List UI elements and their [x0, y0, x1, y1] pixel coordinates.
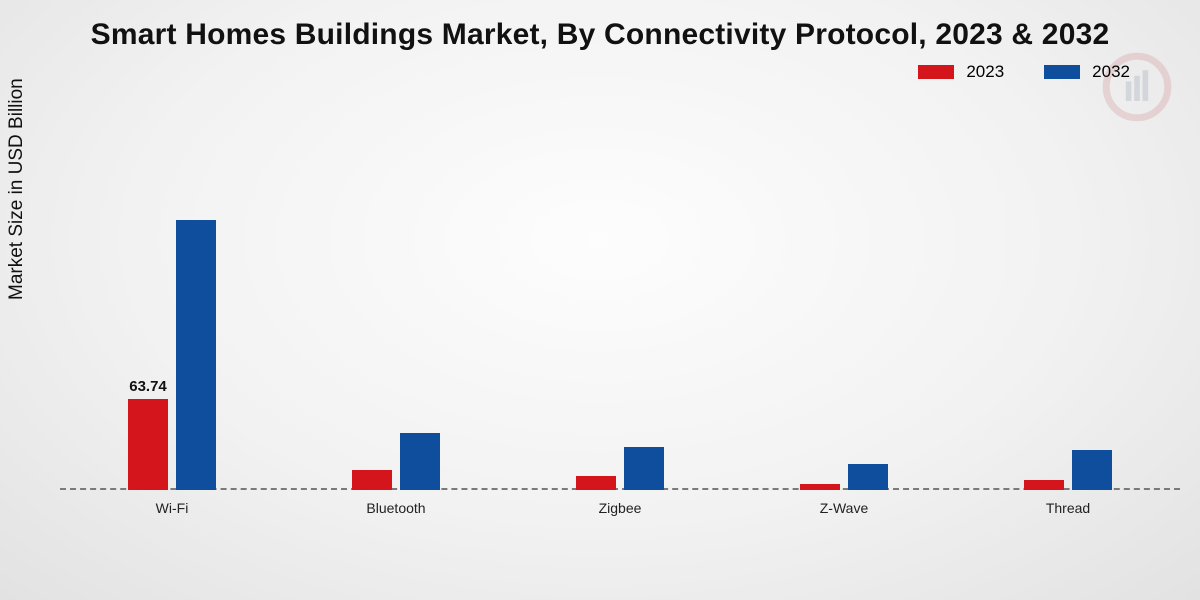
y-axis-label: Market Size in USD Billion: [6, 78, 28, 300]
bar: [624, 447, 664, 490]
x-axis-category-label: Thread: [956, 500, 1180, 516]
bar-group: Zigbee: [508, 120, 732, 520]
legend-swatch-2023: [918, 65, 954, 79]
x-axis-category-label: Z-Wave: [732, 500, 956, 516]
chart-title: Smart Homes Buildings Market, By Connect…: [0, 18, 1200, 52]
bar: [800, 484, 840, 490]
bar: [352, 470, 392, 490]
bar: [1072, 450, 1112, 490]
bars: [576, 447, 664, 490]
bar: [176, 220, 216, 490]
bar-group: Thread: [956, 120, 1180, 520]
bar-group: Bluetooth: [284, 120, 508, 520]
legend-label-2023: 2023: [966, 62, 1004, 82]
bars: [800, 464, 888, 490]
legend-item-2032: 2032: [1044, 62, 1130, 82]
bars: [1024, 450, 1112, 490]
bar-value-label: 63.74: [129, 378, 167, 395]
bar: [1024, 480, 1064, 490]
bar: [400, 433, 440, 490]
plot-area: 63.74 Wi-FiBluetoothZigbeeZ-WaveThread: [60, 120, 1180, 520]
legend: 2023 2032: [918, 62, 1130, 82]
bar: [848, 464, 888, 490]
x-axis-category-label: Wi-Fi: [60, 500, 284, 516]
x-axis-category-label: Zigbee: [508, 500, 732, 516]
bar: [576, 476, 616, 490]
x-axis-category-label: Bluetooth: [284, 500, 508, 516]
legend-swatch-2032: [1044, 65, 1080, 79]
bar-group: 63.74 Wi-Fi: [60, 120, 284, 520]
legend-label-2032: 2032: [1092, 62, 1130, 82]
bar: 63.74: [128, 399, 168, 490]
bars: [352, 433, 440, 490]
bars: 63.74: [128, 220, 216, 490]
legend-item-2023: 2023: [918, 62, 1004, 82]
bar-group: Z-Wave: [732, 120, 956, 520]
